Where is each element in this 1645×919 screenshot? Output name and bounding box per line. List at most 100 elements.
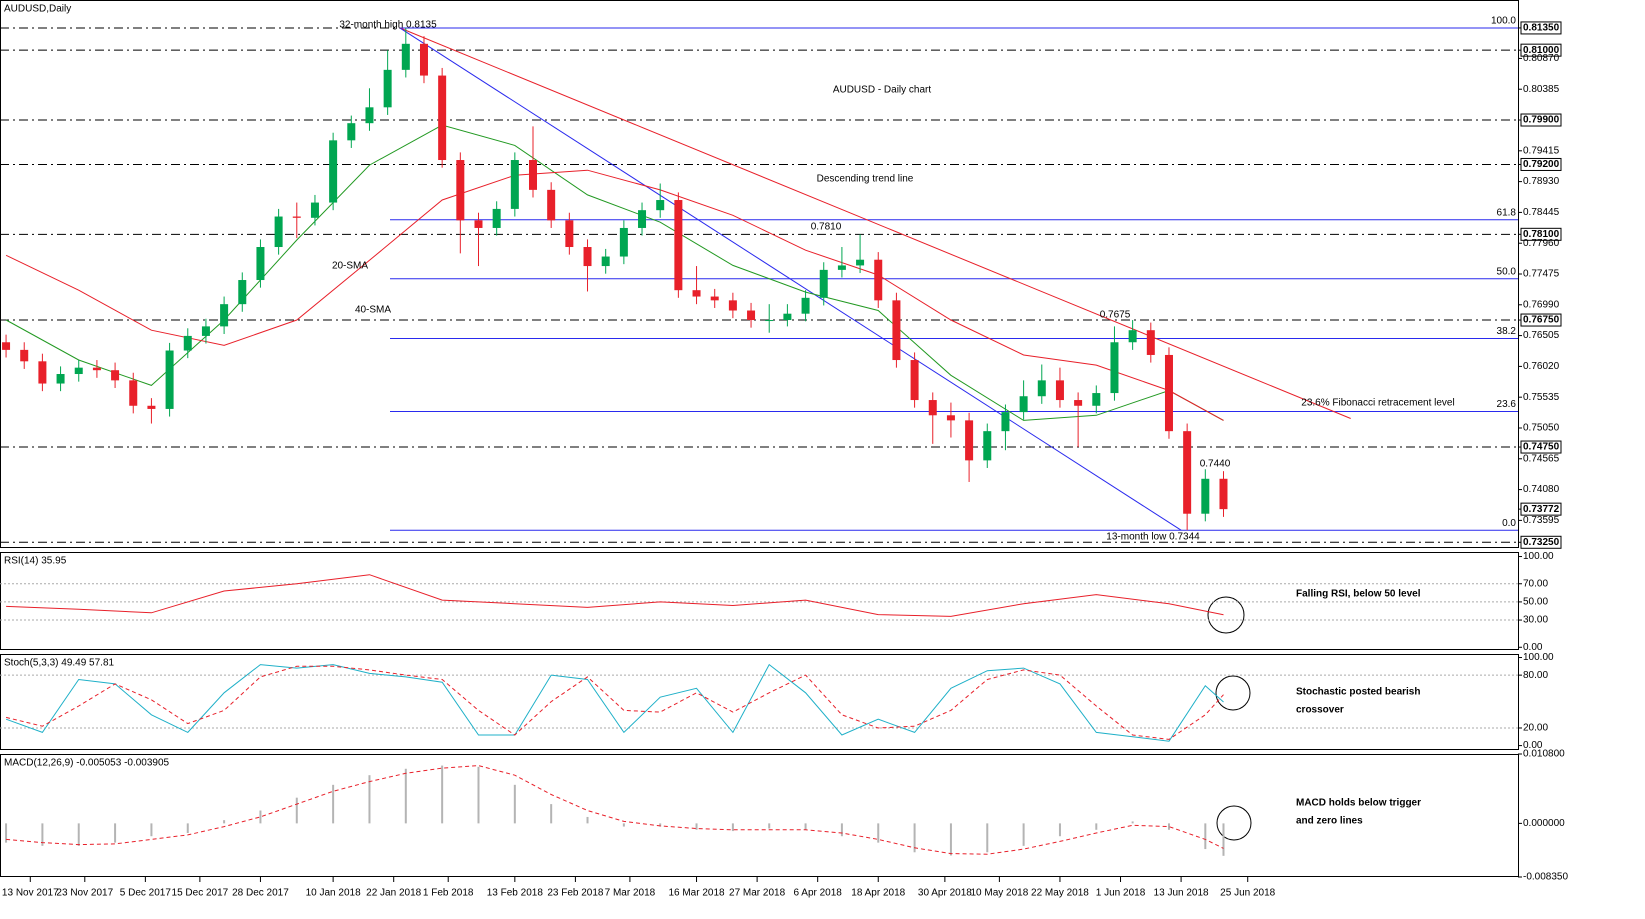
- histogram-bar: [586, 816, 589, 824]
- candle-body: [801, 297, 810, 314]
- candle-body: [438, 75, 447, 161]
- candle-body: [1128, 330, 1137, 343]
- y-tick-label: 0.80385: [1523, 84, 1560, 95]
- x-tick-label: 10 Jan 2018: [306, 888, 361, 899]
- candle-body: [238, 280, 247, 305]
- candle-body: [983, 431, 992, 461]
- histogram-bar: [1022, 823, 1025, 846]
- candle-body: [183, 335, 192, 351]
- price-box: [1520, 113, 1562, 127]
- x-tick-label: 16 Mar 2018: [668, 888, 725, 899]
- annotation: 0.7440: [1200, 459, 1231, 470]
- candle-body: [656, 200, 665, 211]
- histogram-bar: [622, 823, 625, 827]
- price-box: [1520, 313, 1562, 327]
- indicator-line: [6, 765, 1224, 855]
- y-tick-label: 0.73250: [1523, 537, 1560, 548]
- x-tick-label: 18 Apr 2018: [851, 888, 905, 899]
- x-tick-label: 22 May 2018: [1031, 888, 1089, 899]
- y-tick-label: 0.81000: [1523, 45, 1560, 56]
- pane-note: crossover: [1296, 705, 1344, 716]
- candle-body: [165, 350, 174, 409]
- x-tick-label: 22 Jan 2018: [366, 888, 421, 899]
- fib-label: 0.0: [1502, 518, 1516, 529]
- candle-body: [383, 69, 392, 108]
- fib-label: 50.0: [1497, 266, 1517, 277]
- candle-body: [1183, 431, 1192, 514]
- y-tick-label: 0.81350: [1523, 23, 1560, 34]
- y-tick-label: 0.00: [1523, 740, 1543, 751]
- fib-label: 38.2: [1497, 326, 1517, 337]
- histogram-bar: [695, 823, 698, 830]
- histogram-bar: [1167, 823, 1170, 830]
- candle-body: [928, 400, 937, 416]
- y-tick-label: 0.78930: [1523, 176, 1560, 187]
- candle-body: [401, 43, 410, 70]
- candle-body: [1037, 380, 1046, 397]
- price-box: [1520, 440, 1562, 454]
- histogram-bar: [150, 823, 153, 837]
- y-tick-label: 0.74750: [1523, 442, 1560, 453]
- moving-average: [5, 124, 1224, 421]
- x-tick-label: 1 Jun 2018: [1096, 888, 1146, 899]
- candle-body: [819, 269, 828, 298]
- pane-border: [0, 552, 1519, 650]
- candle-body: [1001, 412, 1010, 432]
- candle-body: [38, 361, 47, 384]
- indicator-line: [5, 665, 1224, 740]
- candle-body: [692, 290, 701, 297]
- candle-body: [20, 349, 29, 362]
- price-box: [1520, 535, 1562, 549]
- x-tick-label: 28 Dec 2017: [232, 888, 289, 899]
- annotation: 20-SMA: [332, 261, 368, 272]
- candle-body: [837, 265, 846, 270]
- moving-average: [5, 169, 1224, 421]
- y-tick-label: -0.008350: [1523, 872, 1568, 883]
- candle-body: [2, 342, 11, 350]
- candle-body: [1219, 478, 1228, 510]
- candle-body: [147, 405, 156, 409]
- price-box: [1520, 157, 1562, 171]
- candle-body: [583, 247, 592, 267]
- histogram-bar: [223, 820, 226, 824]
- candle-body: [856, 259, 865, 266]
- candle-body: [310, 202, 319, 218]
- pane-border: [0, 754, 1519, 877]
- annotation: 0.7810: [811, 222, 842, 233]
- price-box: [1520, 43, 1562, 57]
- y-tick-label: 0.74080: [1523, 484, 1560, 495]
- x-tick-label: 1 Feb 2018: [423, 888, 474, 899]
- y-tick-label: 0.010800: [1523, 749, 1565, 760]
- candle-body: [1146, 330, 1155, 355]
- x-tick-label: 10 May 2018: [970, 888, 1028, 899]
- pane-title: Stoch(5,3,3) 49.49 57.81: [4, 658, 115, 669]
- candle-body: [710, 296, 719, 301]
- trend-line: [399, 27, 1351, 419]
- candle-body: [638, 210, 647, 228]
- candle-body: [1110, 342, 1119, 394]
- candle-body: [220, 304, 229, 327]
- x-tick-label: 30 Apr 2018: [918, 888, 972, 899]
- candle-body: [92, 367, 101, 371]
- pane-border: [0, 654, 1519, 750]
- candle-body: [365, 107, 374, 124]
- histogram-bar: [332, 784, 335, 824]
- candle-body: [547, 189, 556, 221]
- candle-body: [965, 420, 974, 461]
- candle-body: [492, 208, 501, 228]
- annotation: 0.7675: [1100, 310, 1131, 321]
- y-tick-label: 70.00: [1523, 578, 1548, 589]
- annotation: 40-SMA: [355, 305, 391, 316]
- candle-body: [456, 160, 465, 221]
- candle-body: [1201, 478, 1210, 514]
- pane-note: Falling RSI, below 50 level: [1296, 589, 1421, 600]
- candle-body: [601, 256, 610, 267]
- histogram-bar: [186, 823, 189, 834]
- candle-body: [529, 160, 538, 190]
- candle-body: [474, 220, 483, 228]
- indicator-line: [5, 663, 1224, 742]
- y-tick-label: 20.00: [1523, 723, 1548, 734]
- histogram-bar: [1095, 823, 1098, 830]
- y-tick-label: 50.00: [1523, 597, 1548, 608]
